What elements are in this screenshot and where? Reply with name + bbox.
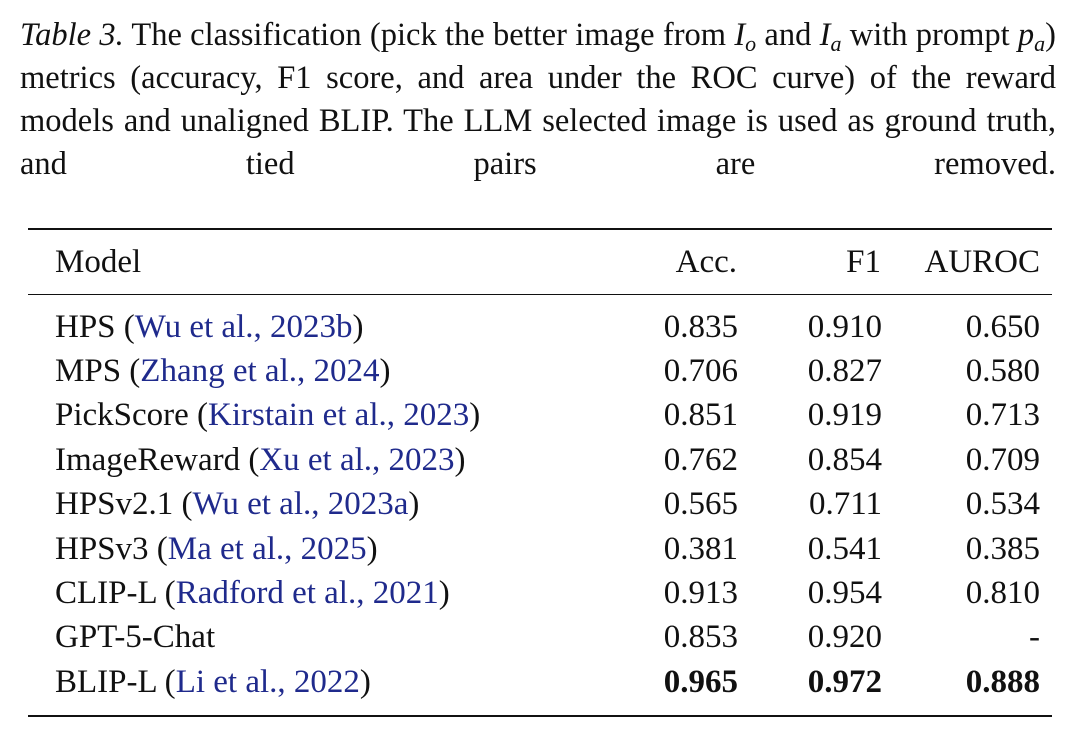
table-row: PickScore (Kirstain et al., 2023) 0.851 0.… — [28, 394, 1052, 438]
model-cell: GPT-5-Chat — [28, 616, 581, 660]
column-header: Model — [55, 243, 142, 280]
model-cell: PickScore (Kirstain et al., 2023) — [28, 394, 581, 438]
model-name: CLIP-L ( — [55, 575, 176, 612]
table-row: ImageReward (Xu et al., 2023) 0.762 0.854 0… — [28, 438, 1052, 482]
caption-math: Ia — [819, 17, 842, 56]
model-name: BLIP-L ( — [55, 663, 176, 700]
metric-cell: 0.650 — [965, 308, 1040, 345]
results-table: Model Acc. F1 AUROC HPS (Wu et al., 2023b) 0… — [28, 228, 1052, 717]
metric-cell: 0.534 — [965, 486, 1040, 523]
metric-cell: 0.835 — [663, 308, 738, 345]
caption-label: Table 3. — [20, 17, 124, 53]
metric-cell: 0.827 — [807, 353, 882, 390]
model-name: GPT-5-Chat — [55, 619, 216, 656]
model-name: ) — [438, 575, 450, 612]
caption-math: Io — [734, 17, 757, 56]
metric-cell: 0.972 — [807, 663, 882, 700]
metric-cell: 0.854 — [807, 441, 882, 478]
model-cell: HPS (Wu et al., 2023b) — [28, 295, 581, 350]
table-header: Model Acc. F1 AUROC — [28, 229, 1052, 295]
model-cell: CLIP-L (Radford et al., 2021) — [28, 571, 581, 615]
model-name: ImageReward ( — [55, 441, 260, 478]
column-header: F1 — [846, 243, 881, 280]
citation: Ma et al., 2025 — [167, 530, 367, 567]
table-row: HPSv2.1 (Wu et al., 2023a) 0.565 0.711 0.53… — [28, 483, 1052, 527]
metric-cell: 0.381 — [663, 530, 738, 567]
metric-cell: 0.541 — [807, 530, 882, 567]
metric-cell: 0.713 — [965, 397, 1040, 434]
column-header: AUROC — [924, 243, 1040, 280]
caption-text: and — [756, 17, 820, 53]
column-header: Acc. — [675, 243, 737, 280]
model-name: ) — [379, 353, 391, 390]
citation: Radford et al., 2021 — [175, 575, 439, 612]
math-subscript: o — [745, 31, 757, 56]
citation: Kirstain et al., 2023 — [208, 397, 470, 434]
model-name: ) — [469, 397, 481, 434]
math-subscript: a — [830, 31, 842, 56]
caption-math: pa — [1017, 17, 1046, 56]
model-cell: MPS (Zhang et al., 2024) — [28, 349, 581, 393]
model-name: ) — [408, 486, 420, 523]
metric-cell: 0.565 — [663, 486, 738, 523]
model-name: HPSv2.1 ( — [55, 486, 193, 523]
citation: Xu et al., 2023 — [259, 441, 455, 478]
table-row: GPT-5-Chat 0.853 0.920 - — [28, 616, 1052, 660]
table-row: BLIP-L (Li et al., 2022) 0.965 0.972 0.888 — [28, 660, 1052, 716]
metric-cell: 0.851 — [663, 397, 738, 434]
caption-text: ) metrics (accuracy, F1 score, and area … — [20, 17, 1056, 182]
table-row: MPS (Zhang et al., 2024) 0.706 0.827 0.580 — [28, 349, 1052, 393]
model-name: ) — [454, 441, 466, 478]
model-name: HPSv3 ( — [55, 530, 168, 567]
citation: Wu et al., 2023b — [134, 308, 353, 345]
metric-cell: 0.913 — [663, 575, 738, 612]
metric-cell: 0.709 — [965, 441, 1040, 478]
caption-text: The classification (pick the better imag… — [131, 17, 735, 53]
metric-cell: 0.910 — [807, 308, 882, 345]
metric-cell: 0.580 — [965, 353, 1040, 390]
metric-cell: 0.706 — [663, 353, 738, 390]
model-name: ) — [359, 663, 371, 700]
model-name: ) — [366, 530, 378, 567]
metric-cell: 0.385 — [965, 530, 1040, 567]
citation: Wu et al., 2023a — [192, 486, 409, 523]
metric-cell: 0.919 — [807, 397, 882, 434]
metric-cell: 0.954 — [807, 575, 882, 612]
metric-cell: 0.965 — [663, 663, 738, 700]
model-name: PickScore ( — [55, 397, 209, 434]
table-body: HPS (Wu et al., 2023b) 0.835 0.910 0.650 MPS… — [28, 295, 1052, 716]
citation: Li et al., 2022 — [175, 663, 360, 700]
metric-cell: 0.711 — [808, 486, 882, 523]
model-name: MPS ( — [55, 353, 141, 390]
metric-cell: 0.920 — [807, 619, 882, 656]
model-name: ) — [352, 308, 364, 345]
table-row: HPS (Wu et al., 2023b) 0.835 0.910 0.650 — [28, 295, 1052, 350]
model-cell: ImageReward (Xu et al., 2023) — [28, 438, 581, 482]
model-cell: BLIP-L (Li et al., 2022) — [28, 660, 581, 715]
table-row: HPSv3 (Ma et al., 2025) 0.381 0.541 0.385 — [28, 527, 1052, 571]
table-row: CLIP-L (Radford et al., 2021) 0.913 0.954 0… — [28, 571, 1052, 615]
citation: Zhang et al., 2024 — [140, 353, 380, 390]
model-name: HPS ( — [55, 308, 135, 345]
metric-cell: - — [1029, 619, 1040, 656]
metric-cell: 0.888 — [965, 663, 1040, 700]
model-cell: HPSv3 (Ma et al., 2025) — [28, 527, 581, 571]
table-caption: Table 3. The classification (pick the be… — [20, 14, 1056, 186]
caption-text: with prompt — [841, 17, 1018, 53]
metric-cell: 0.810 — [965, 575, 1040, 612]
metric-cell: 0.853 — [663, 619, 738, 656]
metric-cell: 0.762 — [663, 441, 738, 478]
header-row: Model Acc. F1 AUROC — [28, 229, 1052, 295]
math-subscript: a — [1034, 31, 1046, 56]
model-cell: HPSv2.1 (Wu et al., 2023a) — [28, 483, 581, 527]
